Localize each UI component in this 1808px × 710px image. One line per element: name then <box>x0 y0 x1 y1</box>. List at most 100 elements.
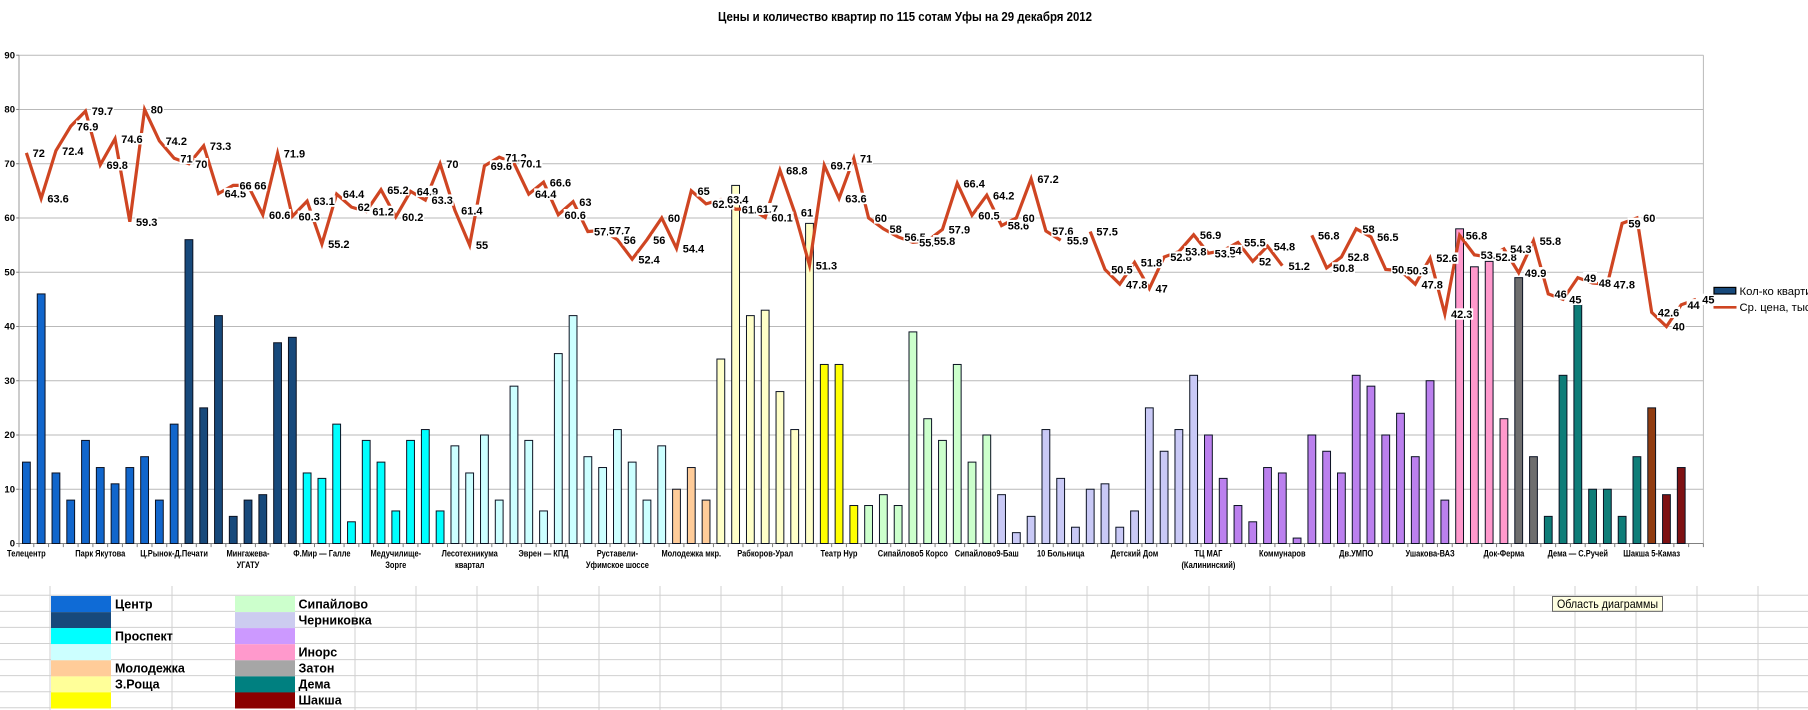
svg-text:58: 58 <box>1362 224 1374 236</box>
svg-text:61.2: 61.2 <box>372 207 393 219</box>
svg-text:70.1: 70.1 <box>520 158 541 170</box>
svg-text:63.3: 63.3 <box>432 195 453 207</box>
svg-text:Сипайлово5 Корсо: Сипайлово5 Корсо <box>878 549 949 559</box>
svg-text:70: 70 <box>446 159 458 171</box>
svg-text:55.2: 55.2 <box>328 239 349 251</box>
svg-text:62: 62 <box>358 202 370 214</box>
svg-text:Шакша 5-Камаз: Шакша 5-Камаз <box>1623 549 1680 559</box>
svg-text:0: 0 <box>10 539 15 550</box>
svg-text:60.1: 60.1 <box>771 213 792 225</box>
svg-text:56: 56 <box>624 235 636 247</box>
svg-text:57.9: 57.9 <box>949 224 970 236</box>
svg-text:Ц.Рынок-Д.Печати: Ц.Рынок-Д.Печати <box>140 549 208 559</box>
svg-text:63.6: 63.6 <box>47 194 68 206</box>
svg-text:40: 40 <box>4 322 15 333</box>
svg-text:47.8: 47.8 <box>1421 279 1442 291</box>
svg-text:47.8: 47.8 <box>1126 279 1147 291</box>
svg-text:61: 61 <box>801 208 813 220</box>
svg-text:66.6: 66.6 <box>550 177 571 189</box>
svg-text:70: 70 <box>195 159 207 171</box>
svg-text:52.8: 52.8 <box>1348 252 1369 264</box>
svg-text:60.6: 60.6 <box>269 210 290 222</box>
svg-text:55.9: 55.9 <box>1067 235 1088 247</box>
svg-text:65.2: 65.2 <box>387 185 408 197</box>
svg-text:66: 66 <box>239 181 251 193</box>
svg-text:60.2: 60.2 <box>402 212 423 224</box>
svg-text:Дема: Дема <box>299 678 332 692</box>
svg-text:Цены и количество квартир по 1: Цены и количество квартир по 115 сотам У… <box>718 9 1092 24</box>
svg-text:74.2: 74.2 <box>166 136 187 148</box>
svg-text:Док-Ферма: Док-Ферма <box>1484 549 1525 559</box>
svg-text:54.4: 54.4 <box>683 243 705 255</box>
svg-text:Ф.Мир — Галле: Ф.Мир — Галле <box>293 549 350 559</box>
svg-text:Молодежка мкр.: Молодежка мкр. <box>661 549 721 559</box>
svg-text:56.5: 56.5 <box>1377 232 1398 244</box>
svg-text:47: 47 <box>1156 284 1168 296</box>
svg-text:50.3: 50.3 <box>1407 266 1428 278</box>
svg-text:ТЦ МАГ: ТЦ МАГ <box>1194 549 1222 559</box>
svg-text:60: 60 <box>1023 213 1035 225</box>
svg-text:квартал: квартал <box>455 560 484 570</box>
svg-text:69.8: 69.8 <box>106 160 127 172</box>
svg-text:53.8: 53.8 <box>1185 247 1206 259</box>
svg-text:60: 60 <box>4 213 15 224</box>
svg-text:42.3: 42.3 <box>1451 309 1472 321</box>
svg-text:59.3: 59.3 <box>136 217 157 229</box>
svg-text:УГАТУ: УГАТУ <box>237 560 260 570</box>
svg-text:55.5: 55.5 <box>1244 237 1265 249</box>
svg-text:44: 44 <box>1687 300 1700 312</box>
svg-text:40: 40 <box>1673 322 1685 334</box>
svg-text:65: 65 <box>697 186 709 198</box>
svg-text:54: 54 <box>1229 246 1242 258</box>
svg-text:Медучилище-: Медучилище- <box>371 549 422 559</box>
svg-text:52.8: 52.8 <box>1495 252 1516 264</box>
svg-text:Затон: Затон <box>299 662 335 676</box>
svg-text:60: 60 <box>1643 213 1655 225</box>
svg-text:54.3: 54.3 <box>1510 244 1531 256</box>
svg-text:Рабкоров-Урал: Рабкоров-Урал <box>737 549 793 559</box>
svg-text:56.9: 56.9 <box>1200 230 1221 242</box>
svg-text:Эврен — КПД: Эврен — КПД <box>518 549 569 559</box>
svg-text:80: 80 <box>4 105 15 116</box>
svg-text:70: 70 <box>4 159 15 170</box>
svg-text:Шакша: Шакша <box>299 694 343 708</box>
svg-text:Руставели-: Руставели- <box>597 549 638 559</box>
svg-text:20: 20 <box>4 430 15 441</box>
svg-text:45: 45 <box>1569 294 1581 306</box>
svg-text:Сипайлово9-Баш: Сипайлово9-Баш <box>955 549 1019 559</box>
svg-text:58.6: 58.6 <box>1008 221 1029 233</box>
svg-text:64.4: 64.4 <box>535 189 557 201</box>
svg-text:73.3: 73.3 <box>210 141 231 153</box>
svg-text:Театр Нур: Театр Нур <box>821 549 858 559</box>
svg-text:54.8: 54.8 <box>1274 241 1295 253</box>
svg-text:Телецентр: Телецентр <box>7 549 46 559</box>
svg-text:Проспект: Проспект <box>115 629 173 643</box>
svg-text:Парк Якутова: Парк Якутова <box>75 549 125 559</box>
svg-text:49.9: 49.9 <box>1525 268 1546 280</box>
svg-text:60: 60 <box>875 213 887 225</box>
svg-text:50.8: 50.8 <box>1333 263 1354 275</box>
svg-text:64.4: 64.4 <box>343 189 365 201</box>
svg-text:10 Больница: 10 Больница <box>1037 549 1085 559</box>
svg-text:Молодежка: Молодежка <box>115 662 186 676</box>
svg-text:55: 55 <box>476 240 488 252</box>
svg-text:68.8: 68.8 <box>786 165 807 177</box>
svg-text:Центр: Центр <box>115 597 153 611</box>
svg-text:56.8: 56.8 <box>1466 230 1487 242</box>
svg-text:49: 49 <box>1584 273 1596 285</box>
svg-text:45: 45 <box>1702 294 1714 306</box>
svg-text:69.6: 69.6 <box>491 161 512 173</box>
svg-text:71: 71 <box>860 153 872 165</box>
svg-text:Кол-ко квартир: Кол-ко квартир <box>1740 286 1808 298</box>
svg-text:Область диаграммы: Область диаграммы <box>1557 597 1658 611</box>
svg-text:74.6: 74.6 <box>121 134 142 146</box>
svg-text:(Калининский): (Калининский) <box>1181 560 1235 570</box>
svg-text:60.3: 60.3 <box>299 211 320 223</box>
svg-text:56: 56 <box>653 235 665 247</box>
svg-text:Сипайлово: Сипайлово <box>299 597 369 611</box>
svg-text:10: 10 <box>4 484 15 495</box>
svg-text:60.6: 60.6 <box>565 210 586 222</box>
svg-text:64.2: 64.2 <box>993 190 1014 202</box>
svg-text:Детский Дом: Детский Дом <box>1111 549 1159 559</box>
svg-text:Дв.УМПО: Дв.УМПО <box>1339 549 1373 559</box>
